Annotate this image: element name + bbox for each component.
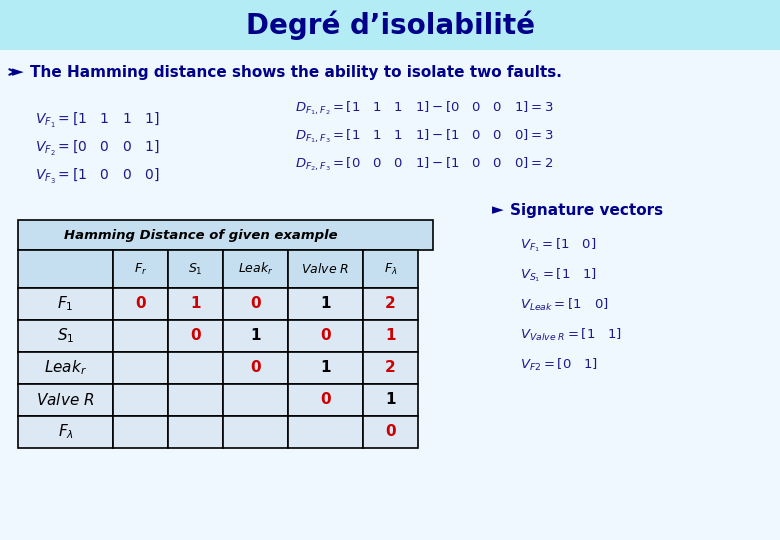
Bar (363, 352, 418, 384)
Bar (168, 320, 223, 352)
Text: $F_\lambda$: $F_\lambda$ (58, 423, 73, 441)
Text: $V_{F_2} = [0 \quad 0 \quad 0 \quad 1]$: $V_{F_2} = [0 \quad 0 \quad 0 \quad 1]$ (35, 138, 160, 158)
Text: The Hamming distance shows the ability to isolate two faults.: The Hamming distance shows the ability t… (30, 64, 562, 79)
Text: $F_1$: $F_1$ (57, 295, 74, 313)
Bar (18, 384, 113, 416)
Text: $Valve\ R$: $Valve\ R$ (36, 392, 94, 408)
Bar (288, 352, 363, 384)
Text: Degré d’isolabilité: Degré d’isolabilité (246, 10, 534, 40)
Bar (18, 250, 113, 288)
Text: 0: 0 (320, 328, 331, 343)
Bar (168, 384, 223, 416)
Bar (18, 320, 113, 352)
Text: $V_{S_1} = [1 \quad 1]$: $V_{S_1} = [1 \quad 1]$ (520, 266, 597, 284)
Text: $V_{F_3} = [1 \quad 0 \quad 0 \quad 0]$: $V_{F_3} = [1 \quad 0 \quad 0 \quad 0]$ (35, 166, 160, 186)
Bar (363, 416, 418, 448)
Text: $Leak_r$: $Leak_r$ (238, 261, 273, 277)
Text: 0: 0 (385, 424, 395, 440)
Bar (363, 384, 418, 416)
Text: $S_1$: $S_1$ (57, 327, 74, 346)
Text: $Valve\ R$: $Valve\ R$ (301, 262, 349, 276)
Bar (168, 250, 223, 288)
Text: Signature vectors: Signature vectors (510, 202, 663, 218)
Bar (168, 288, 223, 320)
Bar (288, 384, 363, 416)
Bar (288, 320, 363, 352)
Bar (288, 416, 363, 448)
Bar (18, 288, 113, 320)
Text: 2: 2 (385, 361, 396, 375)
Bar (168, 352, 223, 384)
Bar (18, 220, 433, 250)
Bar (113, 320, 168, 352)
Bar (223, 416, 288, 448)
Bar (113, 288, 168, 320)
Bar (223, 384, 288, 416)
Bar (113, 250, 168, 288)
Bar (223, 250, 288, 288)
Text: $D_{F_2,F_3} = [0 \quad 0 \quad 0 \quad 1] - [1 \quad 0 \quad 0 \quad 0] = 2$: $D_{F_2,F_3} = [0 \quad 0 \quad 0 \quad … (295, 155, 553, 173)
Text: $V_{F_1} = [1 \quad 1 \quad 1 \quad 1]$: $V_{F_1} = [1 \quad 1 \quad 1 \quad 1]$ (35, 111, 160, 130)
Bar (18, 352, 113, 384)
Bar (363, 320, 418, 352)
Text: $Leak_r$: $Leak_r$ (44, 359, 87, 377)
Text: $F_\lambda$: $F_\lambda$ (384, 261, 397, 276)
Text: 1: 1 (250, 328, 261, 343)
Text: $F_r$: $F_r$ (134, 261, 147, 276)
Text: $S_1$: $S_1$ (188, 261, 203, 276)
Text: $D_{F_1,F_3} = [1 \quad 1 \quad 1 \quad 1] - [1 \quad 0 \quad 0 \quad 0] = 3$: $D_{F_1,F_3} = [1 \quad 1 \quad 1 \quad … (295, 127, 554, 145)
Text: 0: 0 (250, 296, 261, 312)
Text: 1: 1 (321, 296, 331, 312)
Bar (18, 416, 113, 448)
Bar (223, 352, 288, 384)
Bar (223, 288, 288, 320)
Bar (363, 250, 418, 288)
Text: 0: 0 (135, 296, 146, 312)
Text: 0: 0 (190, 328, 200, 343)
Text: $V_{Valve\ R} = [1 \quad 1]$: $V_{Valve\ R} = [1 \quad 1]$ (520, 327, 622, 343)
Text: $V_{Leak} = [1 \quad 0]$: $V_{Leak} = [1 \quad 0]$ (520, 297, 608, 313)
Bar (363, 288, 418, 320)
Bar (113, 352, 168, 384)
Text: 0: 0 (250, 361, 261, 375)
Text: $V_{F2} = [0 \quad 1]$: $V_{F2} = [0 \quad 1]$ (520, 357, 598, 373)
Text: 1: 1 (321, 361, 331, 375)
Text: 1: 1 (190, 296, 200, 312)
Text: ►: ► (492, 202, 504, 218)
Text: Hamming Distance of given example: Hamming Distance of given example (64, 228, 337, 241)
Text: 0: 0 (320, 393, 331, 408)
Text: 1: 1 (385, 393, 395, 408)
Bar (168, 416, 223, 448)
Bar (223, 320, 288, 352)
Bar (113, 416, 168, 448)
Bar (288, 250, 363, 288)
Bar (288, 288, 363, 320)
Text: 2: 2 (385, 296, 396, 312)
Text: $V_{F_1} = [1 \quad 0]$: $V_{F_1} = [1 \quad 0]$ (520, 236, 597, 254)
Bar (113, 384, 168, 416)
Text: 1: 1 (385, 328, 395, 343)
Text: $D_{F_1,F_2} = [1 \quad 1 \quad 1 \quad 1] - [0 \quad 0 \quad 0 \quad 1] = 3$: $D_{F_1,F_2} = [1 \quad 1 \quad 1 \quad … (295, 99, 554, 117)
Text: ►: ► (12, 64, 23, 79)
FancyBboxPatch shape (0, 0, 780, 50)
